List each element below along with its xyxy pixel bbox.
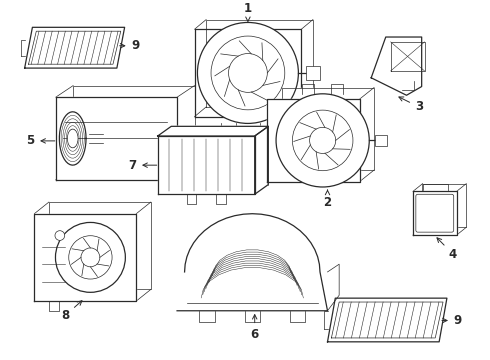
Text: 1: 1 — [244, 2, 252, 21]
Polygon shape — [171, 126, 269, 185]
Polygon shape — [56, 97, 177, 180]
Polygon shape — [268, 99, 360, 182]
Text: 5: 5 — [26, 134, 55, 147]
Circle shape — [197, 22, 298, 123]
Polygon shape — [282, 87, 374, 170]
Text: 6: 6 — [250, 315, 259, 341]
Polygon shape — [59, 112, 86, 165]
Polygon shape — [255, 126, 269, 194]
Text: 7: 7 — [128, 159, 157, 172]
Bar — [306, 66, 320, 80]
Polygon shape — [158, 126, 269, 136]
Circle shape — [310, 127, 336, 153]
Circle shape — [228, 54, 268, 93]
Circle shape — [211, 36, 285, 110]
Polygon shape — [177, 214, 327, 311]
Circle shape — [69, 236, 112, 279]
Text: 9: 9 — [442, 314, 462, 327]
Bar — [375, 135, 387, 146]
Text: 9: 9 — [120, 39, 140, 52]
Text: 4: 4 — [437, 238, 457, 261]
Polygon shape — [34, 214, 136, 301]
Polygon shape — [371, 37, 422, 95]
Ellipse shape — [67, 129, 78, 148]
Circle shape — [55, 222, 125, 292]
Circle shape — [276, 94, 369, 187]
Polygon shape — [423, 184, 466, 227]
Circle shape — [55, 231, 65, 240]
FancyBboxPatch shape — [416, 194, 454, 232]
Text: 2: 2 — [323, 190, 332, 209]
Polygon shape — [413, 192, 457, 235]
Polygon shape — [171, 126, 269, 136]
Circle shape — [293, 110, 353, 171]
Text: 8: 8 — [61, 301, 82, 322]
Circle shape — [81, 248, 100, 267]
Polygon shape — [158, 136, 255, 194]
Text: 3: 3 — [399, 97, 423, 113]
